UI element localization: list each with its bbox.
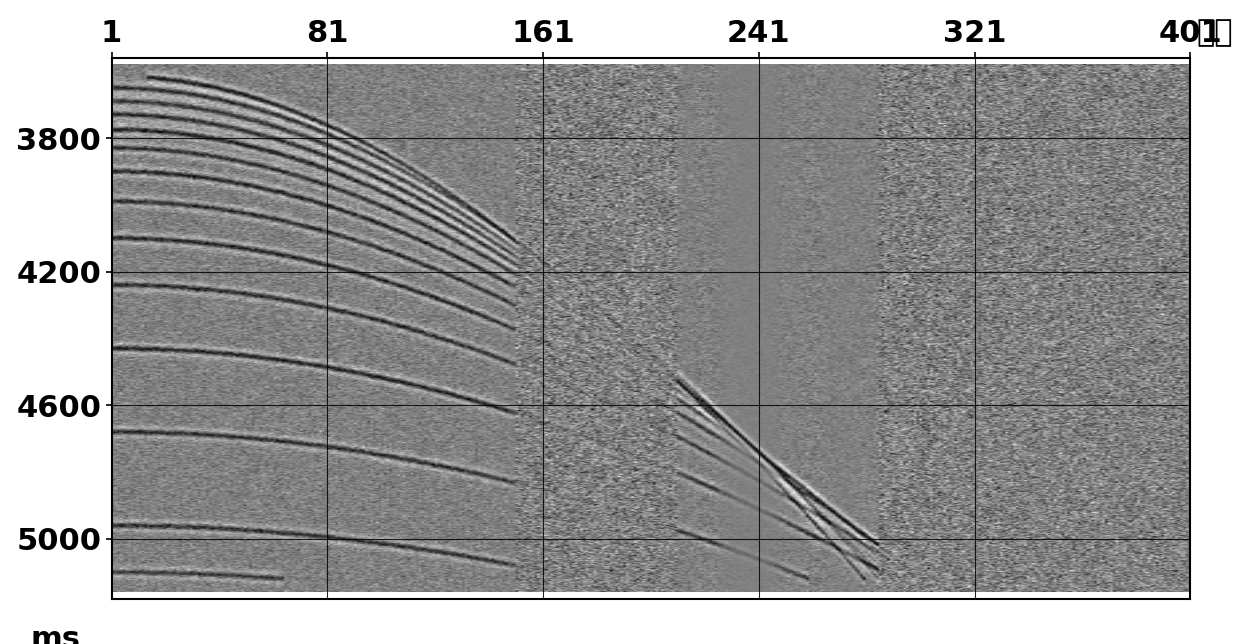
Text: ms: ms xyxy=(31,625,81,644)
Text: 道号: 道号 xyxy=(1197,17,1233,47)
